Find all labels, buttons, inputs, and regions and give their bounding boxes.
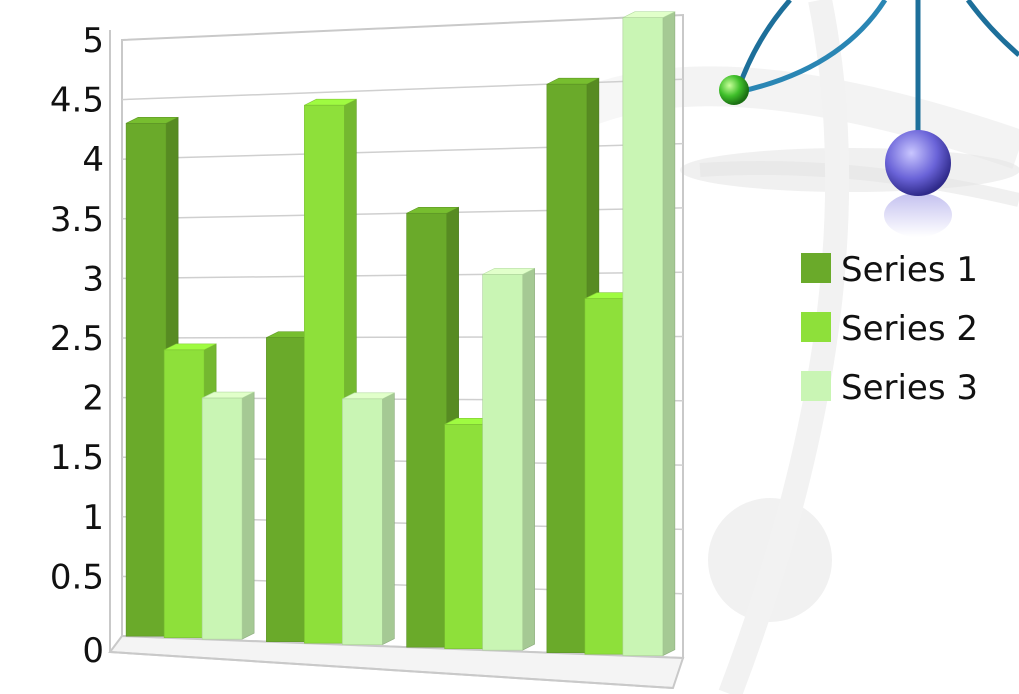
molecule-decoration — [719, 0, 1019, 237]
blue-sphere — [885, 130, 951, 196]
legend-swatch — [801, 371, 831, 401]
y-tick-label: 0 — [82, 631, 104, 671]
y-tick-label: 1.5 — [50, 438, 104, 478]
legend-swatch — [801, 312, 831, 342]
y-axis-ticks: 0 0.5 1 1.5 2 2.5 3 3.5 4 4.5 5 — [50, 21, 104, 671]
y-tick-label: 2.5 — [50, 319, 104, 359]
y-tick-label: 4.5 — [50, 81, 104, 121]
bar — [201, 391, 255, 640]
legend: Series 1 Series 2 Series 3 — [801, 250, 978, 408]
legend-label: Series 1 — [841, 250, 978, 290]
y-tick-label: 3.5 — [50, 200, 104, 240]
bar — [342, 392, 395, 646]
legend-swatch — [801, 253, 831, 283]
y-tick-label: 0.5 — [50, 557, 104, 597]
y-tick-label: 1 — [82, 498, 104, 538]
legend-label: Series 3 — [841, 368, 978, 408]
y-tick-label: 5 — [82, 21, 104, 61]
x-axis-line — [109, 651, 674, 689]
bars — [125, 11, 676, 657]
bar — [622, 11, 676, 657]
y-tick-label: 4 — [82, 140, 104, 180]
y-tick-label: 2 — [82, 379, 104, 419]
green-sphere — [719, 75, 749, 105]
legend-label: Series 2 — [841, 309, 978, 349]
y-tick-label: 3 — [82, 259, 104, 299]
bar — [482, 267, 535, 651]
